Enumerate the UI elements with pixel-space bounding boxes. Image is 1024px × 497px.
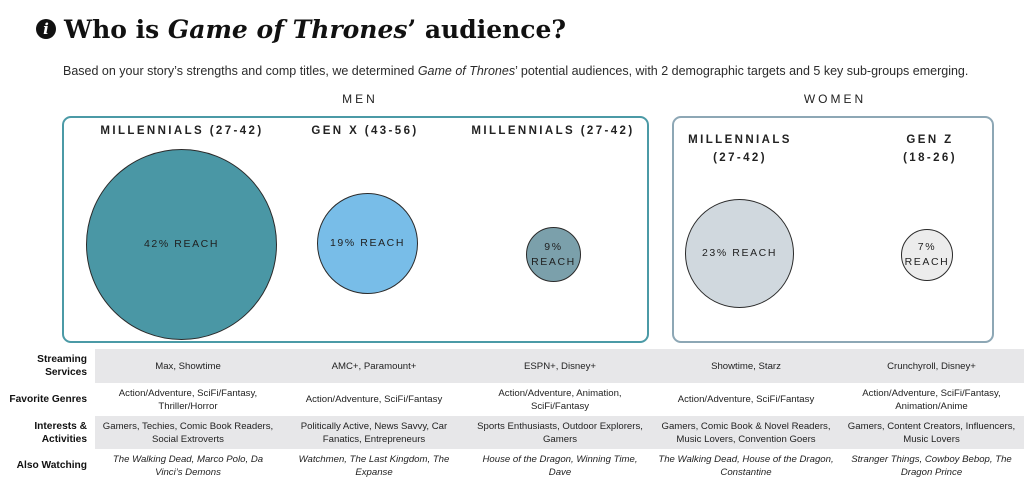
segment-label-line1: MILLENNIALS [688,134,792,146]
reach-bubble-women-genz: 7% REACH [901,229,953,281]
info-icon: i [36,19,56,39]
segment-label-men-millennials-a: MILLENNIALS (27-42) [100,125,264,137]
table-cell: The Walking Dead, Marco Polo, Da Vinci’s… [112,453,264,478]
reach-label: 42% REACH [143,238,220,250]
table-cell: Crunchyroll, Disney+ [839,349,1024,383]
table-cell: House of the Dragon, Winning Time, Dave [482,453,638,478]
segment-label-line2: (27-42) [713,152,767,164]
table-cell: Action/Adventure, SciFi/Fantasy, Thrille… [118,387,258,412]
page-title: i Who is Game of Thrones’ audience? [36,12,566,46]
table-row: Favorite Genres Action/Adventure, SciFi/… [0,383,1024,416]
reach-label: 7% REACH [904,241,950,268]
table-cell: Watchmen, The Last Kingdom, The Expanse [298,453,450,478]
page-subtitle: Based on your story’s strengths and comp… [63,64,968,78]
table-cell: AMC+, Paramount+ [281,349,467,383]
table-cell: Action/Adventure, SciFi/Fantasy, Animati… [862,387,1001,412]
table-cell: Sports Enthusiasts, Outdoor Explorers, G… [467,416,653,449]
table-cell: Showtime, Starz [653,349,839,383]
reach-bubble-men-millennials-b: 9% REACH [526,227,581,282]
title-suffix: ’ audience? [407,14,567,44]
subtitle-part1: Based on your story’s strengths and comp… [63,64,418,78]
audience-profile-table: Streaming Services Max, Showtime AMC+, P… [0,349,1024,482]
row-label: Favorite Genres [0,383,95,416]
table-cell: Gamers, Content Creators, Influencers, M… [839,416,1024,449]
segment-label-women-genz: GEN Z (18-26) [880,131,980,167]
table-cell: Action/Adventure, Animation, SciFi/Fanta… [498,387,622,412]
table-cell: Politically Active, News Savvy, Car Fana… [281,416,467,449]
segment-label-men-genx: GEN X (43-56) [311,125,419,137]
table-cell: ESPN+, Disney+ [467,349,653,383]
table-row: Streaming Services Max, Showtime AMC+, P… [0,349,1024,383]
reach-bubble-men-genx: 19% REACH [317,193,418,294]
table-cell: Stranger Things, Cowboy Bebop, The Drago… [851,453,1012,478]
table-cell: Gamers, Comic Book & Novel Readers, Musi… [653,416,839,449]
reach-label: 19% REACH [329,237,406,249]
row-label: Streaming Services [0,349,95,383]
table-row: Also Watching The Walking Dead, Marco Po… [0,449,1024,482]
table-cell: The Walking Dead, House of the Dragon, C… [658,453,834,478]
table-cell: Gamers, Techies, Comic Book Readers, Soc… [95,416,281,449]
segment-label-men-millennials-b: MILLENNIALS (27-42) [471,125,635,137]
group-label-women: WOMEN [803,92,867,106]
table-cell: Action/Adventure, SciFi/Fantasy [677,394,815,405]
row-label: Interests & Activities [0,416,95,449]
subtitle-italic: Game of Thrones [417,64,516,78]
reach-label: 9% REACH [531,240,576,268]
reach-bubble-men-millennials-a: 42% REACH [86,149,277,340]
title-italic: Game of Thrones [167,14,408,44]
subtitle-part2: ’ potential audiences, with 2 demographi… [515,64,969,78]
segment-label-line2: (18-26) [903,152,957,164]
table-row: Interests & Activities Gamers, Techies, … [0,416,1024,449]
segment-label-women-millennials: MILLENNIALS (27-42) [670,131,810,167]
group-label-men: MEN [342,92,378,106]
segment-label-line1: GEN Z [906,134,954,146]
table-cell: Max, Showtime [95,349,281,383]
reach-label: 23% REACH [701,247,778,259]
row-label: Also Watching [0,449,95,482]
title-prefix: Who is [64,14,160,44]
table-cell: Action/Adventure, SciFi/Fantasy [305,394,443,405]
reach-bubble-women-millennials: 23% REACH [685,199,794,308]
